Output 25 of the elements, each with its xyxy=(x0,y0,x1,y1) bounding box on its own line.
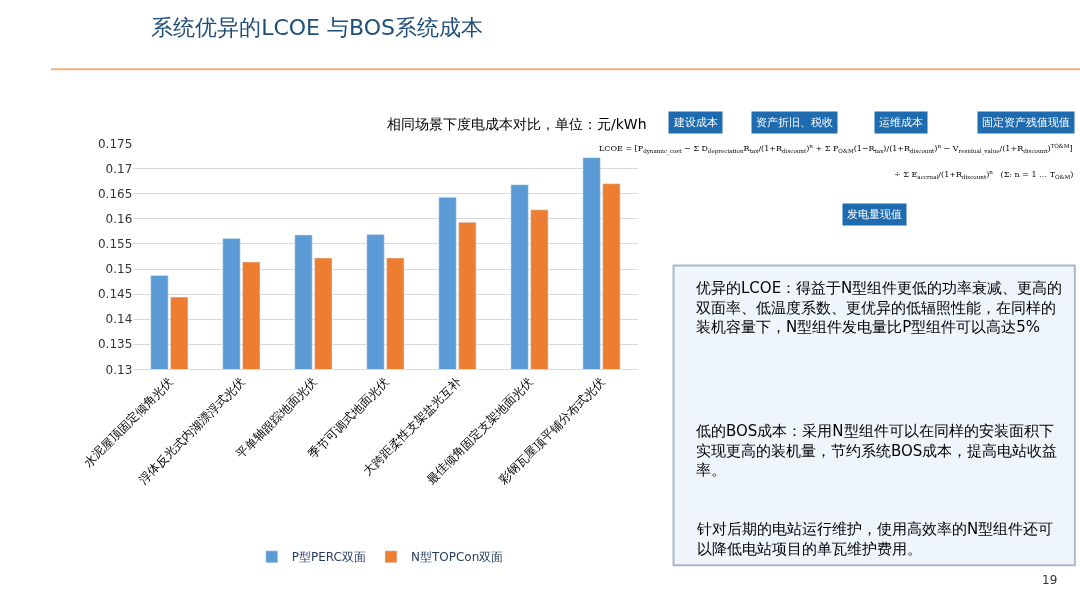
legend-label: N型TOPCon双面 xyxy=(410,550,504,565)
y-tick-label: 0.15 xyxy=(105,262,133,277)
text: 针对后期的电站运行维护，使用高效率的N型组件还可以降低电站项目的单瓦维护费用。 xyxy=(696,520,1054,558)
text: 固定资产残值现值 xyxy=(982,116,1070,129)
chart-subtitle: 相同场景下度电成本对比，单位：元/kWh xyxy=(387,116,647,132)
text: 低的BOS成本：采用N型组件可以在同样的安装面积下实现更高的装机量，节约系统BOS成本，提高电站收益率。 xyxy=(696,422,1058,479)
text: ÷ Σ E$_{accrual}$/(1+R$_{discount}$)$^{n}$ (Σ: n = 1 … T$_{O&M}$) xyxy=(894,169,1074,181)
text: 优异的LCOE：得益于N型组件更低的功率衰减、更高的双面率、低温度系数、更优异的低辐照性能，在同样的装机容量下，N型组件发电量比P型组件可以高达5% xyxy=(696,279,1063,336)
y-tick-label: 0.145 xyxy=(97,287,133,302)
y-tick-label: 0.165 xyxy=(97,186,133,201)
legend-label: P型PERC双面 xyxy=(291,550,366,565)
y-tick-label: 0.17 xyxy=(105,161,133,176)
y-tick-label: 0.135 xyxy=(97,337,133,352)
text: 运维成本 xyxy=(879,116,923,129)
y-tick-label: 0.16 xyxy=(105,212,133,227)
y-tick-label: 0.14 xyxy=(105,312,133,327)
text: 资产折旧、税收 xyxy=(756,116,833,129)
text: 建设成本 xyxy=(673,116,718,129)
text: 19 xyxy=(1042,573,1058,587)
y-tick-label: 0.13 xyxy=(105,362,133,377)
y-tick-label: 0.155 xyxy=(97,237,133,252)
y-tick-label: 0.175 xyxy=(97,136,133,151)
text: 发电量现值 xyxy=(847,208,902,221)
text: LCOE = [P$_{dynamic_cost}$ − Σ D$_{depreciation}$R$_{tax}$/(1+R$_{discount}$)$^{n}$ + Σ P$_{O&M}$(1−R$_{tax}$)/(1+R$_{discount}$)$^{n}$ − V$_{residual_value}$/(1+R$_{discount}$)$^{TO&M}$] xyxy=(599,143,1073,155)
chart-title: 系统优异的LCOE 与BOS系统成本 xyxy=(151,15,484,41)
